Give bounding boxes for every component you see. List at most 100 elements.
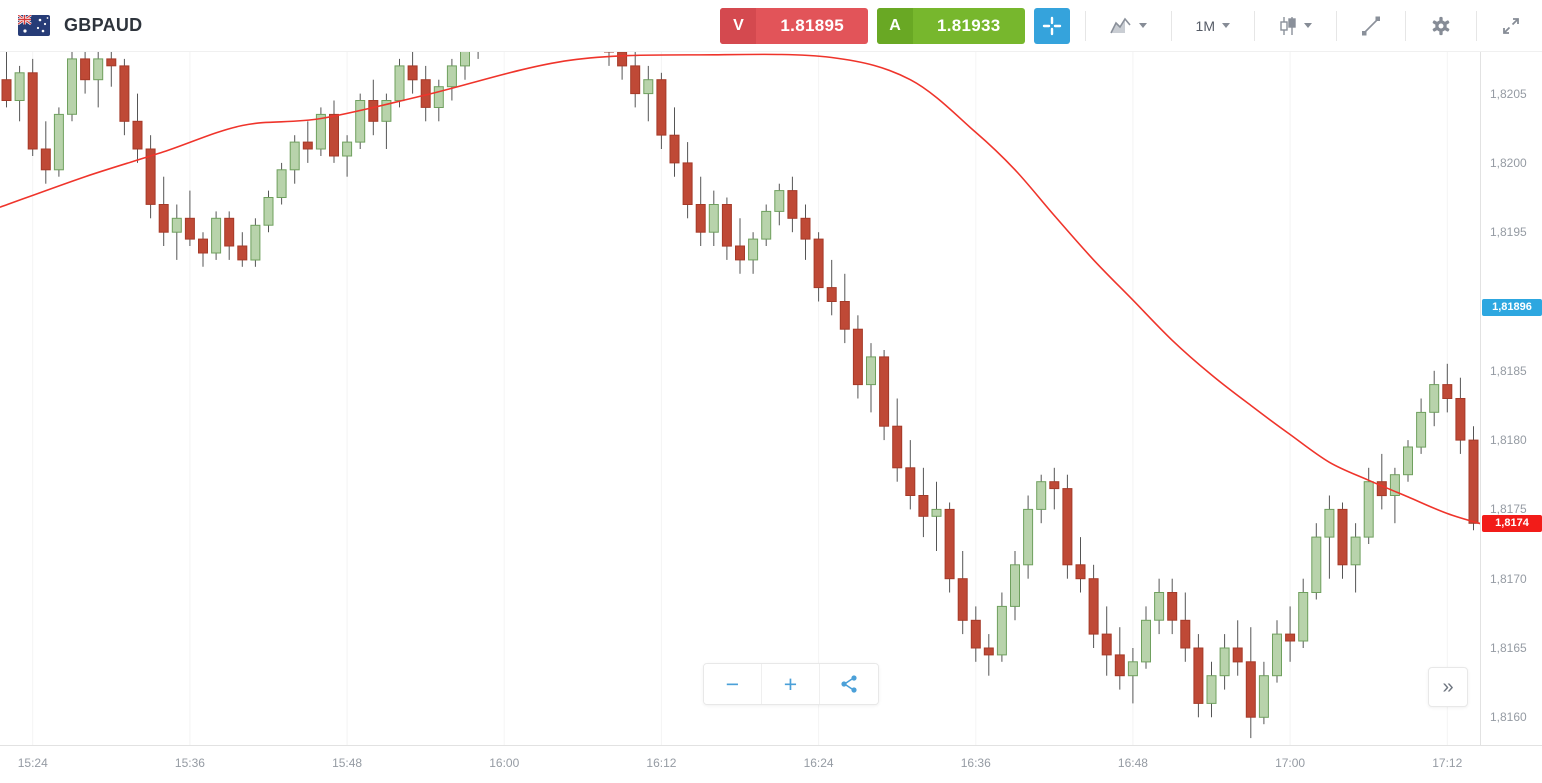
fullscreen-button[interactable] — [1492, 10, 1530, 42]
candle — [224, 217, 235, 247]
candle — [826, 287, 837, 303]
drawing-tools-button[interactable] — [1352, 10, 1390, 42]
candlestick-chart[interactable] — [0, 52, 1480, 745]
candle — [1258, 675, 1269, 718]
candle — [198, 238, 208, 254]
candle — [93, 58, 104, 81]
chart-header: GBPAUD V 1.81895 A 1.81933 — [0, 0, 1542, 52]
price-axis[interactable]: 1,81896 1,8174 1,8205 1,8200 1,8195 1,8185 1… — [1480, 52, 1542, 745]
price-axis-label: 1,8175 — [1490, 502, 1527, 517]
candle — [1, 79, 12, 101]
candle — [931, 508, 942, 517]
candle — [433, 86, 444, 108]
chevron-down-icon — [1222, 23, 1230, 28]
buy-quote-button[interactable]: A 1.81933 — [876, 7, 1025, 44]
time-axis[interactable]: 15:24 15:36 15:48 16:00 16:12 16:24 16:36 16:48… — [0, 745, 1542, 783]
divider — [1170, 10, 1172, 41]
timeframe-button[interactable]: 1M — [1187, 12, 1239, 40]
chevron-down-icon — [1304, 23, 1312, 28]
candle — [905, 467, 916, 496]
price-axis-label: 1,8185 — [1490, 363, 1527, 378]
price-axis-label: 1,8195 — [1490, 225, 1527, 240]
share-button[interactable] — [820, 664, 878, 704]
area-chart-icon — [1109, 17, 1132, 35]
page-title-symbol: GBPAUD — [64, 15, 143, 35]
gear-icon — [1430, 15, 1452, 37]
chevron-down-icon — [1138, 23, 1147, 28]
jump-to-latest-button[interactable]: » — [1428, 667, 1468, 707]
candle — [145, 148, 156, 205]
chart-plot-area — [0, 52, 1480, 745]
candle — [1429, 384, 1440, 413]
candle — [1036, 481, 1047, 510]
candle — [184, 217, 195, 240]
candle — [1442, 384, 1453, 400]
candle — [1455, 398, 1466, 441]
candle — [1350, 536, 1361, 566]
candle — [394, 65, 405, 102]
candle — [944, 508, 955, 580]
time-axis-label: 15:48 — [332, 756, 363, 770]
settings-button[interactable] — [1421, 9, 1461, 43]
candle-style-button[interactable] — [1270, 10, 1321, 42]
candle — [813, 238, 824, 289]
chart-type-button[interactable] — [1101, 11, 1156, 41]
candle — [106, 58, 117, 67]
candle — [1049, 481, 1060, 490]
candle — [14, 72, 25, 101]
candle — [237, 245, 248, 261]
candle — [1285, 633, 1296, 642]
time-axis-label: 17:00 — [1275, 756, 1306, 770]
candle — [329, 113, 339, 157]
candle — [40, 148, 51, 171]
candle — [669, 134, 680, 164]
time-axis-label: 16:36 — [960, 756, 991, 770]
time-axis-label: 16:48 — [1117, 756, 1148, 770]
candle — [1141, 619, 1151, 663]
candle — [1193, 647, 1204, 704]
sell-quote-button[interactable]: V 1.81895 — [720, 7, 868, 44]
candle — [1062, 488, 1073, 566]
candle — [355, 100, 366, 143]
candle — [53, 113, 64, 171]
candle — [1075, 564, 1086, 580]
candle — [67, 58, 77, 115]
candle — [918, 495, 929, 517]
candle — [695, 204, 706, 233]
divider — [1336, 10, 1337, 41]
candle — [617, 52, 628, 67]
price-axis-label: 1,8165 — [1490, 640, 1527, 655]
candle — [1403, 446, 1413, 476]
crosshair-button[interactable] — [1033, 7, 1070, 44]
candle — [1416, 411, 1427, 448]
bid-price-tag: 1,81896 — [1482, 298, 1542, 316]
candle — [1010, 564, 1020, 607]
candle — [250, 224, 261, 261]
candle — [1101, 633, 1112, 656]
candle — [996, 605, 1007, 656]
candle — [1088, 578, 1099, 635]
zoom-in-button[interactable]: + — [762, 664, 820, 704]
candle — [446, 65, 457, 88]
time-axis-label: 16:00 — [489, 756, 520, 770]
candle — [1468, 439, 1479, 524]
candle — [132, 120, 143, 150]
candle — [1324, 508, 1335, 538]
candle — [630, 65, 641, 95]
candle — [119, 65, 130, 122]
sell-label: V — [720, 7, 757, 44]
candle — [289, 141, 300, 171]
gbpaud-flag-icon — [18, 15, 50, 36]
candle — [1219, 647, 1230, 677]
last-price-tag: 1,8174 — [1482, 514, 1542, 532]
candle — [1298, 592, 1309, 642]
candle — [171, 217, 182, 233]
candle — [866, 356, 876, 386]
price-axis-label: 1,8200 — [1490, 155, 1527, 170]
zoom-out-button[interactable]: − — [704, 664, 762, 704]
candle — [1114, 654, 1125, 677]
candle — [263, 197, 274, 226]
trendline-icon — [1361, 16, 1381, 36]
candle — [774, 190, 785, 212]
price-axis-label: 1,8180 — [1490, 433, 1527, 448]
